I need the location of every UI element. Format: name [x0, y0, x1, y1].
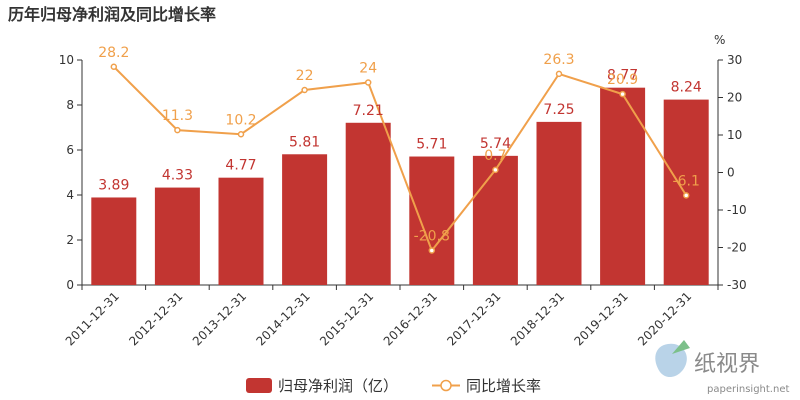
line-point [428, 247, 436, 254]
bar-value-label: 5.71 [416, 137, 447, 153]
watermark-text: 纸视界 [694, 352, 760, 377]
line-series [110, 63, 690, 254]
bar-value-label: 8.24 [671, 80, 702, 96]
x-tick-label: 2011-12-31 [63, 289, 122, 348]
y-left-tick-label: 10 [59, 53, 74, 67]
y-right-tick-label: 20 [727, 91, 742, 105]
bar [472, 155, 518, 285]
line-point [555, 70, 563, 78]
x-tick-label: 2016-12-31 [381, 289, 440, 348]
y-right-tick-label: -20 [727, 241, 747, 255]
legend-swatch-bar [246, 378, 272, 393]
line-value-label: 20.9 [607, 72, 638, 88]
bar [345, 122, 391, 286]
x-tick-label: 2020-12-31 [635, 289, 694, 348]
line-point [301, 86, 308, 94]
bar-value-label: 7.25 [543, 102, 574, 118]
bar-series [91, 87, 709, 286]
bar-value-label: 5.81 [289, 134, 320, 150]
line-value-label: 28.2 [98, 45, 129, 61]
line-point [682, 192, 690, 199]
y-right-tick-label: 30 [727, 53, 742, 67]
line-point [619, 90, 626, 98]
bar-value-label: 5.74 [480, 136, 511, 152]
bar-value-label: 4.33 [162, 168, 193, 184]
bar-value-label: 7.21 [353, 103, 384, 119]
x-tick-label: 2019-12-31 [572, 289, 631, 348]
line-value-label: 26.3 [543, 52, 574, 68]
bar [600, 87, 646, 285]
x-tick-label: 2017-12-31 [444, 289, 503, 348]
line-point [492, 166, 499, 174]
line-point [174, 126, 181, 134]
watermark-leaf-icon [672, 340, 690, 354]
line-point [110, 63, 118, 70]
x-tick-label: 2014-12-31 [254, 289, 313, 348]
watermark-logo-icon [655, 343, 687, 378]
line-value-label: 24 [359, 61, 377, 77]
y-right-tick-label: -30 [727, 278, 747, 292]
legend: 归母净利润（亿） 同比增长率 [246, 377, 541, 395]
bar [218, 177, 264, 285]
line-value-label: 0.7 [484, 148, 506, 164]
legend-label-line: 同比增长率 [466, 377, 541, 395]
x-tick-label: 2018-12-31 [508, 289, 567, 348]
bar-value-label: 8.77 [607, 68, 638, 84]
x-tick-label: 2012-12-31 [126, 289, 185, 348]
y-left-tick-label: 8 [66, 98, 74, 112]
watermark-url: paperinsight.net [707, 384, 789, 395]
x-tick-label: 2013-12-31 [190, 289, 249, 348]
bar [154, 187, 200, 285]
line-value-label: -20.8 [414, 229, 450, 245]
right-axis-unit: % [714, 33, 725, 47]
line-point [364, 79, 372, 86]
watermark: 纸视界 paperinsight.net [655, 340, 789, 395]
y-right-tick-label: -10 [727, 203, 747, 217]
line-value-label: 10.2 [225, 112, 256, 128]
bar [536, 121, 582, 285]
y-left-tick-label: 4 [66, 188, 74, 202]
y-right-tick-label: 10 [727, 128, 742, 142]
legend-label-bar: 归母净利润（亿） [278, 377, 398, 395]
bar [91, 197, 137, 285]
y-left-tick-label: 6 [66, 143, 74, 157]
chart-title: 历年归母净利润及同比增长率 [8, 5, 216, 24]
line-value-label: 11.3 [162, 108, 193, 124]
legend-swatch-marker [440, 379, 452, 392]
line-value-label: -6.1 [673, 173, 700, 189]
line-value-label: 22 [296, 68, 314, 84]
x-tick-label: 2015-12-31 [317, 289, 376, 348]
bar [282, 154, 328, 285]
bar [409, 156, 455, 285]
y-left-tick-label: 2 [66, 233, 74, 247]
y-right-tick-label: 0 [727, 166, 735, 180]
line-point [237, 131, 245, 138]
y-left-tick-label: 0 [66, 278, 74, 292]
data-labels: 3.89 4.33 4.77 5.81 7.21 5.71 5.74 7.25 8.77 8.24… [98, 45, 702, 245]
growth-line [113, 66, 688, 253]
bar-value-label: 4.77 [225, 158, 256, 174]
bar-value-label: 3.89 [98, 177, 129, 193]
